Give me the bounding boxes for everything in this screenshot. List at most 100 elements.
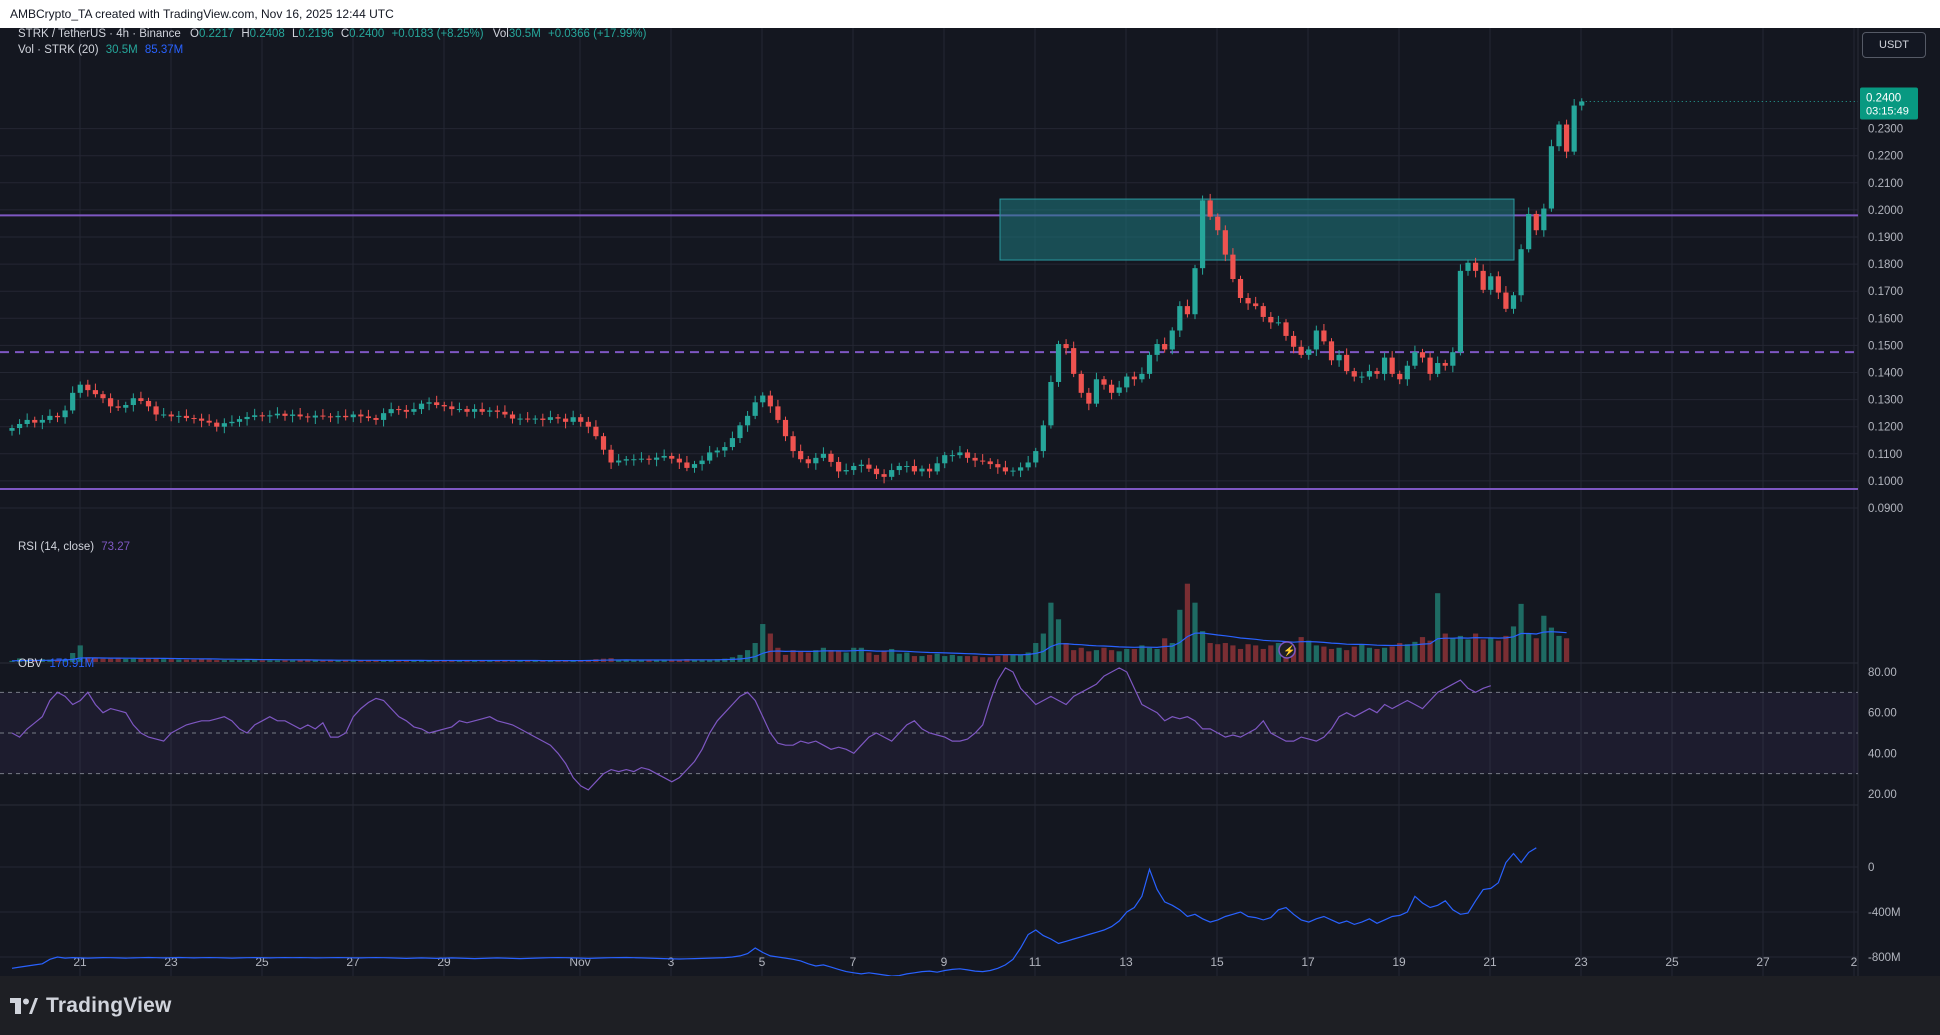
candle-body bbox=[494, 410, 500, 412]
legend-vol-ma-2: 85.37M bbox=[144, 44, 184, 56]
candle-body bbox=[1078, 373, 1084, 393]
volume-bar bbox=[1541, 615, 1547, 662]
volume-bar bbox=[540, 660, 546, 662]
volume-bar bbox=[911, 656, 918, 662]
currency-button[interactable]: USDT bbox=[1862, 32, 1926, 58]
candle-body bbox=[1404, 365, 1410, 380]
volume-bar bbox=[532, 660, 538, 662]
brand[interactable]: TradingView bbox=[10, 994, 172, 1018]
volume-bar bbox=[1328, 648, 1335, 662]
candle-body bbox=[767, 395, 773, 407]
candle-body bbox=[1480, 270, 1486, 290]
volume-bar bbox=[312, 660, 318, 662]
candle-body bbox=[532, 418, 538, 420]
chart-canvas[interactable]: 21 23 25 27 29 Nov 3 5 7 9 11 13 15 17 19 21 23 25 27 20.23… bbox=[0, 28, 1940, 977]
obv-value: 170.91M bbox=[49, 658, 95, 670]
candle-body bbox=[631, 459, 637, 461]
volume-bar bbox=[714, 659, 720, 662]
volume-bar bbox=[1488, 638, 1494, 662]
obv-label[interactable]: OBV bbox=[18, 658, 43, 670]
candle-body bbox=[441, 405, 447, 407]
candle-body bbox=[1328, 341, 1335, 361]
candle-body bbox=[335, 415, 341, 418]
volume-bar bbox=[820, 647, 827, 662]
volume-bar bbox=[873, 654, 880, 662]
candle-body bbox=[585, 421, 591, 427]
volume-bar bbox=[115, 658, 121, 662]
candle-body bbox=[1290, 335, 1297, 347]
y-tick-label: 0.2000 bbox=[1868, 205, 1903, 217]
volume-bar bbox=[1495, 640, 1501, 662]
candle-body bbox=[919, 468, 925, 472]
candle-body bbox=[176, 415, 182, 417]
legend-change: +0.0183 (+8.25%) bbox=[391, 28, 484, 40]
candle-body bbox=[1055, 344, 1062, 382]
volume-bar bbox=[1101, 647, 1107, 662]
candle-body bbox=[957, 452, 963, 456]
volume-bar bbox=[805, 652, 811, 662]
volume-bar bbox=[1351, 646, 1357, 662]
volume-bar bbox=[934, 653, 940, 662]
candle-body bbox=[1237, 279, 1244, 298]
volume-bar bbox=[881, 651, 887, 662]
candle-body bbox=[608, 449, 614, 463]
candle-body bbox=[1450, 352, 1456, 366]
candle-body bbox=[570, 417, 576, 422]
candle-body bbox=[1374, 371, 1380, 374]
candle-body bbox=[1472, 262, 1479, 271]
volume-bar bbox=[1344, 650, 1350, 662]
volume-bar bbox=[1253, 645, 1259, 662]
volume-bar bbox=[1366, 647, 1373, 662]
x-tick-label: 27 bbox=[1756, 955, 1770, 969]
candle-body bbox=[714, 450, 720, 453]
y-tick-label: 0.1800 bbox=[1868, 259, 1903, 271]
volume-bar bbox=[1412, 641, 1418, 662]
candle-body bbox=[1162, 344, 1168, 350]
candle-body bbox=[130, 398, 136, 406]
y-tick-label: 0.1300 bbox=[1868, 395, 1903, 407]
x-tick-label: 19 bbox=[1392, 955, 1406, 969]
volume-bar bbox=[1268, 645, 1274, 662]
volume-bar bbox=[1078, 647, 1084, 662]
x-tick-label: 3 bbox=[668, 955, 675, 969]
volume-bar bbox=[1177, 609, 1183, 662]
candle-body bbox=[267, 415, 273, 417]
volume-bar bbox=[176, 659, 182, 662]
candle-body bbox=[471, 409, 478, 412]
attribution-bar: AMBCrypto_TA created with TradingView.co… bbox=[0, 0, 1940, 28]
volume-bar bbox=[1321, 646, 1327, 662]
candle-body bbox=[206, 420, 212, 423]
candle-body bbox=[1503, 292, 1509, 309]
volume-bar bbox=[1025, 652, 1031, 662]
volume-bar bbox=[1162, 638, 1168, 662]
volume-bar bbox=[373, 660, 379, 662]
chart-frame[interactable]: 21 23 25 27 29 Nov 3 5 7 9 11 13 15 17 19 21 23 25 27 2 0.23… bbox=[0, 28, 1940, 977]
candle-body bbox=[813, 457, 819, 464]
candle-body bbox=[343, 415, 349, 418]
volume-bar bbox=[1404, 644, 1410, 662]
volume-bar bbox=[1116, 651, 1122, 662]
legend-symbol[interactable]: STRK / TetherUS · 4h · Binance bbox=[18, 28, 181, 40]
volume-bar bbox=[919, 656, 925, 662]
candle-body bbox=[502, 411, 508, 415]
volume-bar bbox=[1192, 602, 1198, 662]
rsi-label[interactable]: RSI (14, close) bbox=[18, 541, 95, 553]
candle-body bbox=[904, 465, 910, 467]
candle-body bbox=[1298, 346, 1304, 355]
volume-bar bbox=[1230, 645, 1236, 662]
candle-body bbox=[1427, 357, 1433, 374]
volume-bar bbox=[1184, 583, 1191, 662]
candle-body bbox=[949, 455, 955, 457]
candle-body bbox=[737, 425, 743, 439]
candle-body bbox=[669, 455, 675, 459]
volume-bar bbox=[1359, 644, 1365, 662]
candle-body bbox=[1359, 376, 1365, 378]
volume-bar bbox=[616, 659, 622, 662]
supply-zone-box bbox=[999, 198, 1515, 261]
volume-bar bbox=[183, 659, 190, 662]
candle-body bbox=[926, 468, 933, 472]
candle-body bbox=[1541, 208, 1547, 231]
candle-body bbox=[1283, 322, 1289, 336]
legend-vol-ma-label[interactable]: Vol · STRK (20) bbox=[18, 44, 99, 56]
volume-bar bbox=[744, 650, 751, 662]
